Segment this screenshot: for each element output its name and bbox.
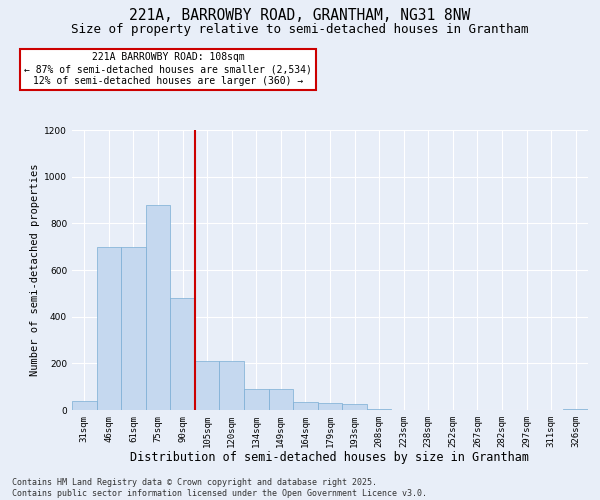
Y-axis label: Number of semi-detached properties: Number of semi-detached properties xyxy=(30,164,40,376)
Bar xyxy=(97,246,121,410)
Bar xyxy=(220,361,244,410)
Bar xyxy=(293,402,318,410)
Bar xyxy=(121,246,146,410)
Text: 221A BARROWBY ROAD: 108sqm
← 87% of semi-detached houses are smaller (2,534)
12%: 221A BARROWBY ROAD: 108sqm ← 87% of semi… xyxy=(24,52,312,86)
X-axis label: Distribution of semi-detached houses by size in Grantham: Distribution of semi-detached houses by … xyxy=(131,452,530,464)
Text: Contains HM Land Registry data © Crown copyright and database right 2025.
Contai: Contains HM Land Registry data © Crown c… xyxy=(12,478,427,498)
Bar xyxy=(244,389,269,410)
Bar xyxy=(72,400,97,410)
Bar xyxy=(195,361,220,410)
Text: 221A, BARROWBY ROAD, GRANTHAM, NG31 8NW: 221A, BARROWBY ROAD, GRANTHAM, NG31 8NW xyxy=(130,8,470,22)
Text: Size of property relative to semi-detached houses in Grantham: Size of property relative to semi-detach… xyxy=(71,22,529,36)
Bar xyxy=(367,409,391,410)
Bar xyxy=(170,298,195,410)
Bar xyxy=(342,404,367,410)
Bar xyxy=(563,409,588,410)
Bar xyxy=(269,389,293,410)
Bar xyxy=(318,403,342,410)
Bar xyxy=(146,204,170,410)
